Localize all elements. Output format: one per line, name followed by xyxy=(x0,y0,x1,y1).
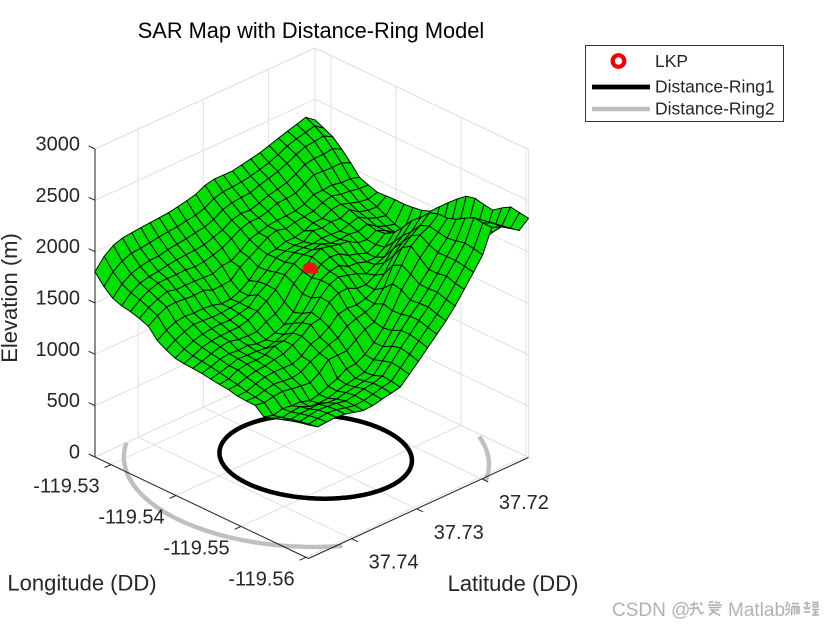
svg-text:Matlab: Matlab xyxy=(728,600,785,621)
svg-text:37.74: 37.74 xyxy=(369,552,419,574)
svg-text:37.73: 37.73 xyxy=(434,522,484,544)
svg-text:-119.53: -119.53 xyxy=(33,476,99,498)
svg-text:37.72: 37.72 xyxy=(499,492,549,514)
svg-text:Elevation (m): Elevation (m) xyxy=(0,233,22,363)
svg-text:1000: 1000 xyxy=(36,339,81,361)
svg-text:2000: 2000 xyxy=(36,236,81,258)
svg-text:3000: 3000 xyxy=(36,134,81,156)
svg-text:2500: 2500 xyxy=(36,185,81,207)
svg-text:Longitude (DD): Longitude (DD) xyxy=(7,571,156,596)
svg-text:0: 0 xyxy=(69,442,80,464)
svg-text:Distance-Ring1: Distance-Ring1 xyxy=(655,77,775,97)
svg-text:LKP: LKP xyxy=(655,51,688,71)
svg-text:-119.56: -119.56 xyxy=(228,568,294,590)
svg-text:500: 500 xyxy=(47,390,80,412)
svg-text:-119.55: -119.55 xyxy=(163,537,229,559)
svg-text:SAR Map with Distance-Ring Mod: SAR Map with Distance-Ring Model xyxy=(138,18,484,43)
svg-text:Distance-Ring2: Distance-Ring2 xyxy=(655,99,775,119)
svg-text:1500: 1500 xyxy=(36,288,81,310)
svg-text:CSDN @: CSDN @ xyxy=(612,600,690,621)
svg-text:Latitude (DD): Latitude (DD) xyxy=(448,571,579,596)
svg-text:-119.54: -119.54 xyxy=(98,507,164,529)
